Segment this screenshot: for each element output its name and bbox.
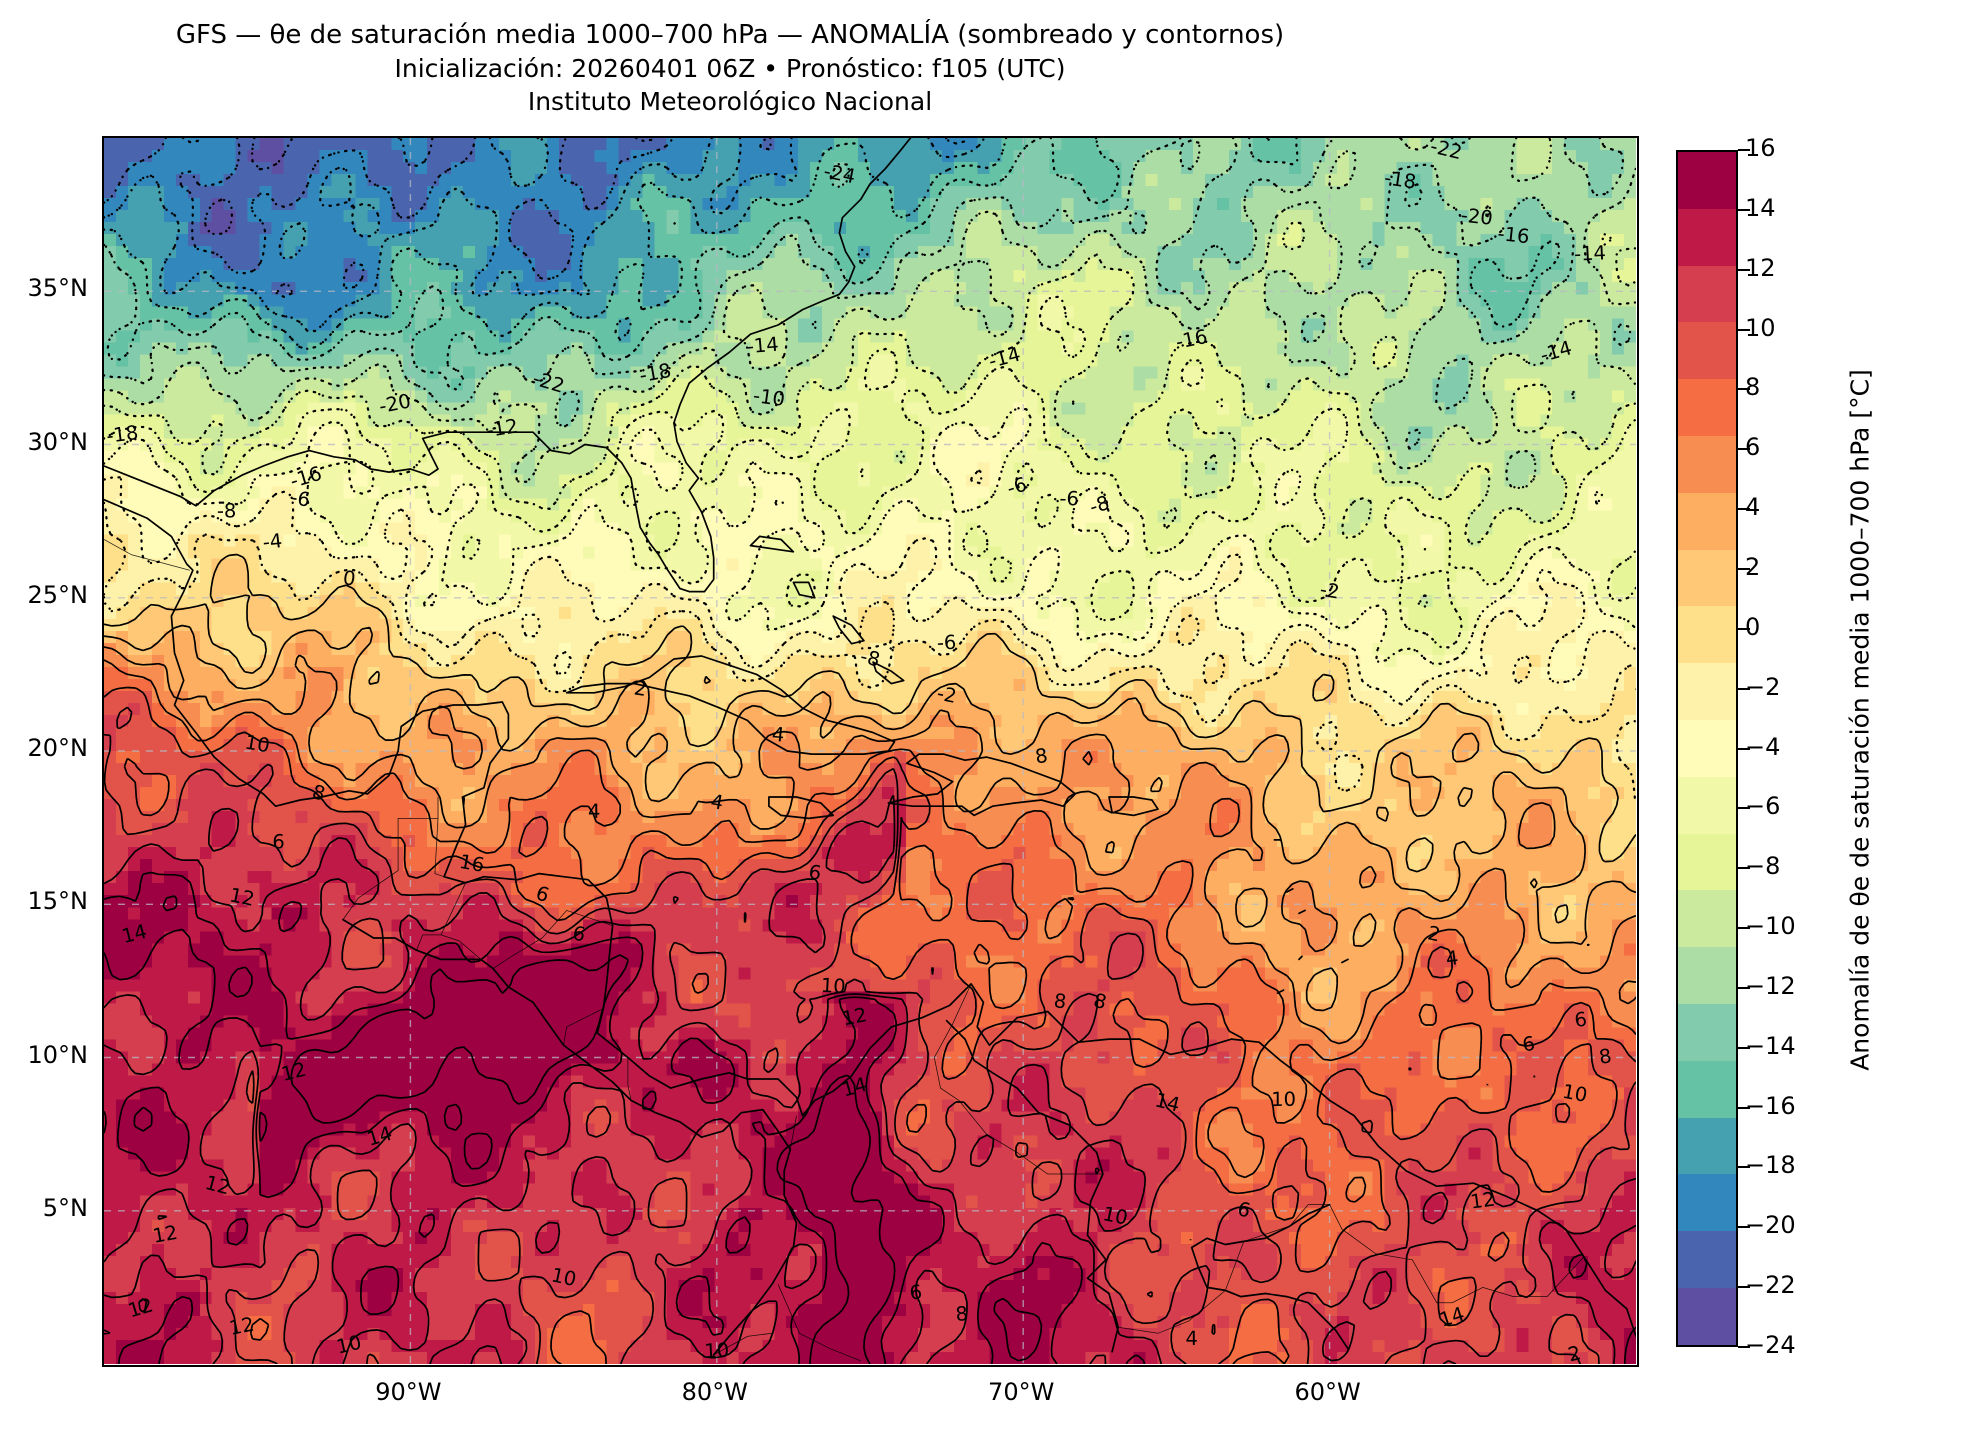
colorbar-tick-label: 0 xyxy=(1745,613,1760,641)
y-tick-label: 20°N xyxy=(2,734,89,762)
colorbar-tick-label: −10 xyxy=(1745,912,1796,940)
colorbar-band xyxy=(1678,1003,1736,1061)
colorbar-band xyxy=(1678,663,1736,720)
y-tick-label: 10°N xyxy=(2,1041,89,1069)
colorbar-band xyxy=(1678,152,1736,209)
colorbar-band xyxy=(1678,322,1736,380)
chart-title-line-3: Instituto Meteorológico Nacional xyxy=(0,85,1460,118)
x-tick-label: 80°W xyxy=(645,1378,785,1406)
colorbar-band xyxy=(1678,1174,1736,1232)
colorbar-tick-mark xyxy=(1738,1166,1750,1169)
y-tick-label: 25°N xyxy=(2,581,89,609)
colorbar-tick-label: −22 xyxy=(1745,1271,1796,1299)
colorbar-tick-label: 10 xyxy=(1745,314,1776,342)
colorbar-tick-mark xyxy=(1738,927,1750,930)
colorbar-band xyxy=(1678,833,1736,891)
colorbar-tick-mark xyxy=(1738,328,1750,331)
colorbar-tick-mark xyxy=(1738,1106,1750,1109)
chart-title-line-2: Inicialización: 20260401 06Z • Pronóstic… xyxy=(0,52,1460,85)
colorbar-tick-mark xyxy=(1738,208,1750,211)
colorbar-tick-mark xyxy=(1738,747,1750,750)
colorbar-tick-mark xyxy=(1738,388,1750,391)
colorbar-tick-mark xyxy=(1738,567,1750,570)
colorbar-tick-label: 2 xyxy=(1745,553,1760,581)
colorbar-tick-mark xyxy=(1738,627,1750,630)
colorbar-band xyxy=(1678,719,1736,777)
colorbar-band xyxy=(1678,549,1736,607)
x-tick-label: 60°W xyxy=(1258,1378,1398,1406)
colorbar-band xyxy=(1678,1060,1736,1118)
colorbar-band xyxy=(1678,947,1736,1004)
coastlines xyxy=(104,138,1636,1356)
colorbar-tick-mark xyxy=(1738,268,1750,271)
colorbar-band xyxy=(1678,492,1736,550)
colorbar-band xyxy=(1678,1117,1736,1175)
colorbar-tick-mark xyxy=(1738,687,1750,690)
colorbar-tick-label: −6 xyxy=(1745,792,1780,820)
colorbar-tick-label: 8 xyxy=(1745,373,1760,401)
colorbar-band xyxy=(1678,435,1736,493)
colorbar-tick-label: 4 xyxy=(1745,493,1760,521)
colorbar-tick-label: −12 xyxy=(1745,972,1796,1000)
colorbar-tick-mark xyxy=(1738,1226,1750,1229)
colorbar-label: Anomalía de θe de saturación media 1000–… xyxy=(1840,0,1880,1440)
colorbar-tick-mark xyxy=(1738,867,1750,870)
colorbar-tick-label: −20 xyxy=(1745,1211,1796,1239)
colorbar-tick-label: 12 xyxy=(1745,254,1776,282)
x-tick-label: 90°W xyxy=(338,1378,478,1406)
colorbar-tick-label: −16 xyxy=(1745,1092,1796,1120)
colorbar-band xyxy=(1678,1231,1736,1288)
colorbar-tick-label: −24 xyxy=(1745,1331,1796,1359)
colorbar-band xyxy=(1678,776,1736,834)
colorbar-tick-mark xyxy=(1738,1346,1750,1348)
colorbar-band xyxy=(1678,208,1736,266)
colorbar-band xyxy=(1678,890,1736,948)
colorbar-tick-label: −8 xyxy=(1745,852,1780,880)
colorbar-tick-label: −2 xyxy=(1745,673,1780,701)
chart-title-line-1: GFS — θe de saturación media 1000–700 hP… xyxy=(0,18,1460,52)
map-canvas: ‐24‐22‐22 ‐18‐18‐20‐20‐16‐16‐16‐14‐14‐14‐… xyxy=(104,138,1636,1364)
colorbar-tick-label: −4 xyxy=(1745,733,1780,761)
map-plot-area: ‐24 ‐22 ‐22 ‐18 ‐18 ‐20 ‐20 ‐16 ‐16 ‐16 ‐14 ‐14 ‐14‐… xyxy=(102,136,1639,1367)
colorbar-tick-label: 14 xyxy=(1745,194,1776,222)
colorbar-band xyxy=(1678,265,1736,323)
colorbar-band xyxy=(1678,1287,1736,1345)
colorbar-label-text: Anomalía de θe de saturación media 1000–… xyxy=(1846,369,1875,1071)
y-tick-label: 15°N xyxy=(2,887,89,915)
colorbar-tick-mark xyxy=(1738,448,1750,451)
colorbar-band xyxy=(1678,379,1736,436)
y-tick-label: 5°N xyxy=(2,1194,88,1222)
chart-title-block: GFS — θe de saturación media 1000–700 hP… xyxy=(0,18,1460,118)
colorbar-band xyxy=(1678,606,1736,664)
x-tick-label: 70°W xyxy=(951,1378,1091,1406)
colorbar-tick-mark xyxy=(1738,1046,1750,1049)
y-tick-label: 30°N xyxy=(2,428,89,456)
colorbar-tick-label: −14 xyxy=(1745,1032,1796,1060)
colorbar xyxy=(1676,150,1738,1347)
colorbar-tick-label: 6 xyxy=(1745,433,1760,461)
colorbar-tick-mark xyxy=(1738,1286,1750,1289)
colorbar-tick-label: 16 xyxy=(1745,134,1776,162)
y-tick-label: 35°N xyxy=(2,274,89,302)
colorbar-tick-mark xyxy=(1738,986,1750,989)
colorbar-tick-mark xyxy=(1738,508,1750,511)
colorbar-tick-mark xyxy=(1738,807,1750,810)
colorbar-tick-label: −18 xyxy=(1745,1151,1796,1179)
colorbar-tick-mark xyxy=(1738,149,1750,151)
anomaly-contours xyxy=(104,138,1636,1364)
political-borders xyxy=(104,539,1585,1362)
contour-labels: ‐24‐22‐22 ‐18‐18‐20‐20‐16‐16‐16‐14‐14‐14‐… xyxy=(105,138,1613,1364)
